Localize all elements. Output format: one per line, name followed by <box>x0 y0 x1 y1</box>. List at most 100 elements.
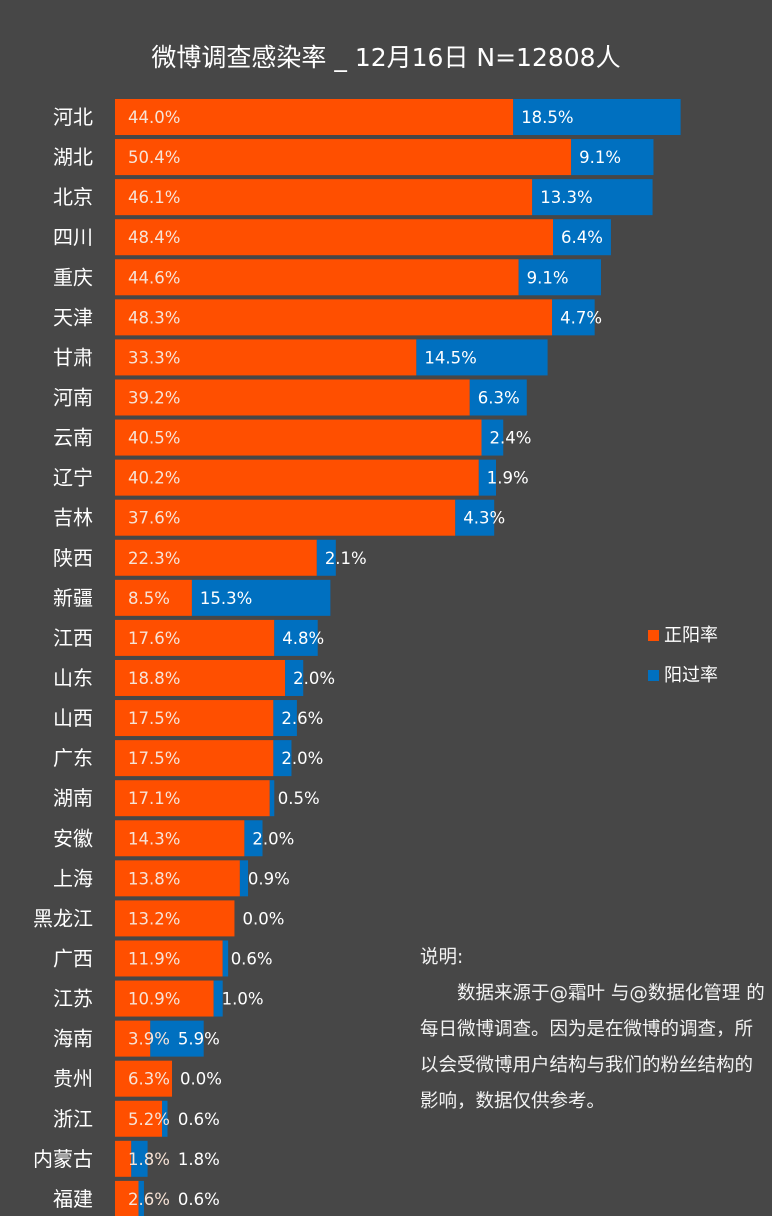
category-label: 安徽 <box>53 826 93 850</box>
bar-recovered-rate <box>513 99 681 135</box>
data-label-positive-rate: 44.6% <box>128 268 180 287</box>
data-label-positive-rate: 5.2% <box>128 1110 170 1129</box>
data-label-positive-rate: 14.3% <box>128 829 180 848</box>
data-label-positive-rate: 3.9% <box>128 1030 170 1049</box>
bar-recovered-rate <box>269 780 275 817</box>
data-label-positive-rate: 11.9% <box>128 949 180 968</box>
category-label: 河南 <box>53 385 93 409</box>
category-label: 海南 <box>53 1027 93 1051</box>
bar-recovered-rate <box>138 1180 144 1216</box>
data-label-positive-rate: 13.2% <box>128 909 180 928</box>
bar-recovered-rate <box>150 1020 204 1057</box>
data-label-recovered-rate: 4.8% <box>282 629 324 648</box>
data-label-positive-rate: 1.8% <box>128 1150 170 1169</box>
bar-recovered-rate <box>518 259 601 296</box>
bar-positive-rate <box>115 1100 163 1137</box>
data-label-positive-rate: 46.1% <box>128 188 180 207</box>
data-label-recovered-rate: 4.7% <box>560 308 602 327</box>
category-label: 新疆 <box>53 586 93 610</box>
data-label-positive-rate: 48.3% <box>128 308 180 327</box>
data-label-recovered-rate: 15.3% <box>200 589 252 608</box>
data-label-positive-rate: 10.9% <box>128 990 180 1009</box>
category-label: 辽宁 <box>53 466 93 490</box>
data-label-positive-rate: 37.6% <box>128 509 180 528</box>
bar-positive-rate <box>115 1180 139 1216</box>
category-label: 贵州 <box>53 1067 93 1091</box>
category-label: 湖北 <box>53 145 93 169</box>
bar-recovered-rate <box>532 179 653 216</box>
data-label-recovered-rate: 9.1% <box>579 148 621 167</box>
category-label: 黑龙江 <box>33 906 93 930</box>
legend-label: 正阳率 <box>664 625 718 646</box>
bar-recovered-rate <box>481 419 504 456</box>
bar-positive-rate <box>115 740 274 777</box>
bar-recovered-rate <box>131 1140 148 1177</box>
category-label: 吉林 <box>53 506 93 530</box>
category-label: 上海 <box>53 866 93 890</box>
data-label-positive-rate: 18.8% <box>128 669 180 688</box>
data-label-positive-rate: 6.3% <box>128 1070 170 1089</box>
data-label-positive-rate: 40.2% <box>128 469 180 488</box>
data-label-recovered-rate: 2.1% <box>325 549 367 568</box>
data-label-recovered-rate: 1.0% <box>222 990 264 1009</box>
bar-positive-rate <box>115 219 554 256</box>
data-label-recovered-rate: 1.8% <box>178 1150 220 1169</box>
bar-recovered-rate <box>571 139 654 176</box>
data-label-recovered-rate: 6.3% <box>478 388 520 407</box>
bar-recovered-rate <box>274 619 318 656</box>
bar-positive-rate <box>115 980 214 1017</box>
bar-positive-rate <box>115 780 270 817</box>
bar-positive-rate <box>115 299 553 336</box>
data-label-recovered-rate: 4.3% <box>463 509 505 528</box>
data-label-recovered-rate: 2.6% <box>281 709 323 728</box>
legend-swatch <box>648 670 659 681</box>
category-label: 江苏 <box>53 987 93 1011</box>
bar-recovered-rate <box>239 860 249 897</box>
category-label: 甘肃 <box>53 345 93 369</box>
data-label-recovered-rate: 13.3% <box>540 188 592 207</box>
category-label: 广东 <box>53 746 93 770</box>
category-label: 陕西 <box>53 546 93 570</box>
bar-positive-rate <box>115 619 275 656</box>
bar-recovered-rate <box>416 339 548 376</box>
category-label: 山西 <box>53 706 93 730</box>
bar-recovered-rate <box>273 740 292 777</box>
data-label-positive-rate: 48.4% <box>128 228 180 247</box>
bar-positive-rate <box>115 499 456 536</box>
bar-recovered-rate <box>455 499 495 536</box>
bar-recovered-rate <box>244 820 263 857</box>
category-label: 河北 <box>53 105 93 129</box>
data-label-recovered-rate: 1.9% <box>487 469 529 488</box>
bar-positive-rate <box>115 99 514 135</box>
bar-recovered-rate <box>316 539 336 576</box>
category-label: 内蒙古 <box>33 1147 93 1171</box>
data-label-recovered-rate: 2.0% <box>252 829 294 848</box>
category-label: 重庆 <box>53 265 93 289</box>
category-label: 天津 <box>53 305 93 329</box>
note-heading: 说明: <box>420 947 464 968</box>
bar-positive-rate <box>115 139 572 176</box>
bar-positive-rate <box>115 1060 173 1097</box>
data-label-positive-rate: 33.3% <box>128 348 180 367</box>
category-label: 广西 <box>53 946 93 970</box>
bar-positive-rate <box>115 579 192 616</box>
legend-label: 阳过率 <box>664 665 718 686</box>
category-label: 浙江 <box>53 1107 93 1131</box>
data-label-recovered-rate: 0.6% <box>178 1110 220 1129</box>
data-label-positive-rate: 22.3% <box>128 549 180 568</box>
data-label-recovered-rate: 2.4% <box>490 429 532 448</box>
bar-recovered-rate <box>162 1100 168 1137</box>
data-label-positive-rate: 13.8% <box>128 869 180 888</box>
data-label-recovered-rate: 5.9% <box>178 1030 220 1049</box>
bar-recovered-rate <box>552 299 595 336</box>
chart-title: 微博调查感染率 _ 12月16日 N=12808人 <box>151 43 621 72</box>
data-label-recovered-rate: 18.5% <box>521 108 573 127</box>
bar-positive-rate <box>115 259 519 296</box>
data-label-positive-rate: 17.5% <box>128 749 180 768</box>
category-label: 四川 <box>53 225 93 249</box>
bar-positive-rate <box>115 419 482 456</box>
category-label: 江西 <box>53 626 93 650</box>
data-label-recovered-rate: 0.0% <box>180 1070 222 1089</box>
bar-positive-rate <box>115 700 274 737</box>
bar-positive-rate <box>115 1020 151 1057</box>
